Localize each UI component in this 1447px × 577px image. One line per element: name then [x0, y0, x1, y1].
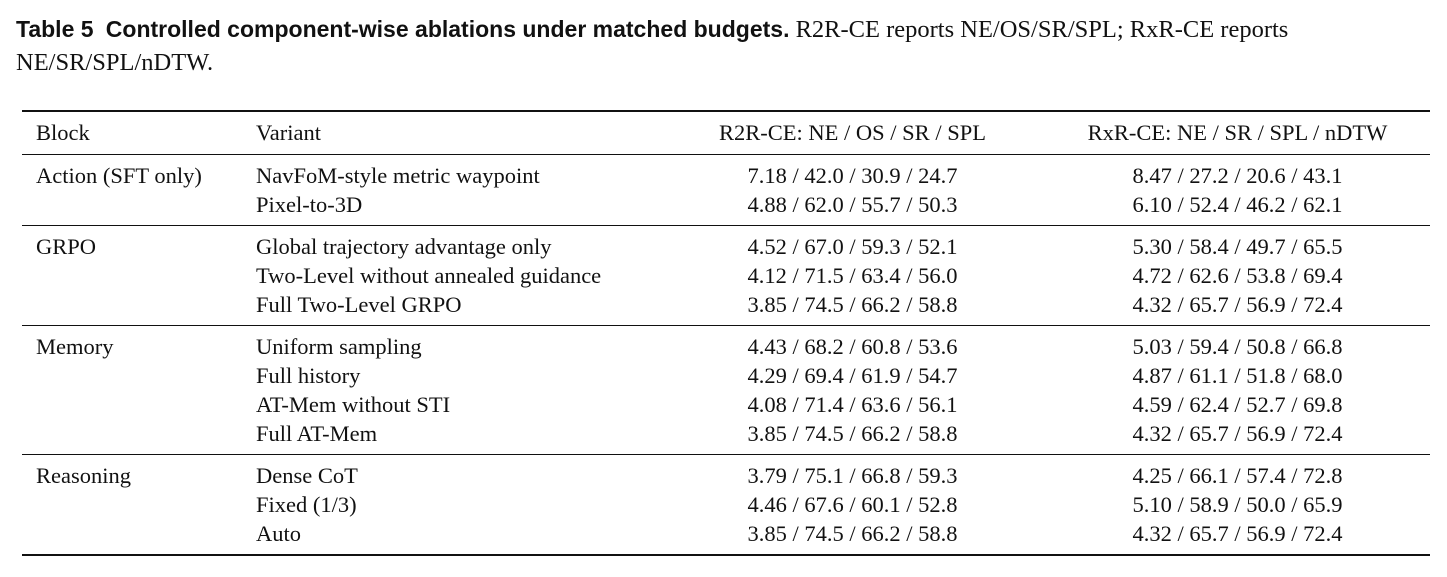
- rxr-cell: 4.59 / 62.4 / 52.7 / 69.8: [1132, 392, 1343, 417]
- table-row: GRPO Global trajectory advantage only 4.…: [22, 225, 1430, 261]
- header-block: Block: [22, 110, 242, 155]
- variant-cell: Auto: [242, 519, 660, 556]
- rxr-cell: 4.87 / 61.1 / 51.8 / 68.0: [1132, 363, 1343, 388]
- variant-cell: Pixel-to-3D: [256, 192, 363, 217]
- ablation-table: Block Variant R2R-CE: NE / OS / SR / SPL…: [22, 110, 1430, 556]
- block-cell-empty: [22, 419, 242, 455]
- table-row: Pixel-to-3D 4.88 / 62.0 / 55.7 / 50.3 6.…: [22, 190, 1430, 226]
- block-label: Action (SFT only): [36, 163, 202, 188]
- table-row: Two-Level without annealed guidance 4.12…: [22, 261, 1430, 290]
- rxr-cell: 8.47 / 27.2 / 20.6 / 43.1: [1132, 163, 1343, 188]
- block-cell-empty: [22, 390, 242, 419]
- r2r-cell: 3.85 / 74.5 / 66.2 / 58.8: [660, 519, 1045, 556]
- variant-cell: Two-Level without annealed guidance: [256, 263, 602, 288]
- caption-label: Table 5: [16, 16, 94, 42]
- table-row: Auto 3.85 / 74.5 / 66.2 / 58.8 4.32 / 65…: [22, 519, 1430, 556]
- header-rxr: RxR-CE: NE / SR / SPL / nDTW: [1045, 110, 1430, 155]
- block-cell-empty: [22, 290, 242, 326]
- rxr-cell: 4.32 / 65.7 / 56.9 / 72.4: [1045, 519, 1430, 556]
- group-grpo: GRPO Global trajectory advantage only 4.…: [22, 225, 1430, 326]
- r2r-cell: 3.85 / 74.5 / 66.2 / 58.8: [747, 292, 958, 317]
- header-row: Block Variant R2R-CE: NE / OS / SR / SPL…: [22, 110, 1430, 155]
- r2r-cell: 4.43 / 68.2 / 60.8 / 53.6: [660, 325, 1045, 361]
- table-row: Reasoning Dense CoT 3.79 / 75.1 / 66.8 /…: [22, 454, 1430, 490]
- rxr-cell: 4.32 / 65.7 / 56.9 / 72.4: [1132, 292, 1343, 317]
- r2r-cell: 3.79 / 75.1 / 66.8 / 59.3: [660, 454, 1045, 490]
- r2r-cell: 7.18 / 42.0 / 30.9 / 24.7: [747, 163, 958, 188]
- table-row: Action (SFT only) NavFoM-style metric wa…: [22, 155, 1430, 191]
- variant-cell: Full Two-Level GRPO: [256, 292, 462, 317]
- table-row: Fixed (1/3) 4.46 / 67.6 / 60.1 / 52.8 5.…: [22, 490, 1430, 519]
- variant-cell: Full history: [256, 363, 361, 388]
- r2r-cell: 4.88 / 62.0 / 55.7 / 50.3: [747, 192, 958, 217]
- group-reasoning: Reasoning Dense CoT 3.79 / 75.1 / 66.8 /…: [22, 454, 1430, 556]
- caption-title: Controlled component-wise ablations unde…: [105, 16, 790, 42]
- variant-cell: Global trajectory advantage only: [242, 225, 660, 261]
- header-variant: Variant: [242, 110, 660, 155]
- rxr-cell: 5.10 / 58.9 / 50.0 / 65.9: [1132, 492, 1343, 517]
- variant-cell: Full AT-Mem: [256, 421, 378, 446]
- block-cell-empty: [22, 190, 242, 226]
- group-action: Action (SFT only) NavFoM-style metric wa…: [22, 155, 1430, 226]
- table-row: AT-Mem without STI 4.08 / 71.4 / 63.6 / …: [22, 390, 1430, 419]
- header-r2r: R2R-CE: NE / OS / SR / SPL: [660, 110, 1045, 155]
- r2r-cell: 3.85 / 74.5 / 66.2 / 58.8: [747, 421, 958, 446]
- block-cell-empty: [22, 261, 242, 290]
- r2r-cell: 4.29 / 69.4 / 61.9 / 54.7: [747, 363, 958, 388]
- variant-cell: NavFoM-style metric waypoint: [256, 163, 540, 188]
- block-label: Memory: [22, 325, 242, 361]
- rxr-cell: 5.30 / 58.4 / 49.7 / 65.5: [1045, 225, 1430, 261]
- block-label: GRPO: [22, 225, 242, 261]
- rxr-cell: 4.32 / 65.7 / 56.9 / 72.4: [1132, 421, 1343, 446]
- block-label: Reasoning: [22, 454, 242, 490]
- block-cell-empty: [22, 519, 242, 556]
- r2r-cell: 4.52 / 67.0 / 59.3 / 52.1: [660, 225, 1045, 261]
- rxr-cell: 5.03 / 59.4 / 50.8 / 66.8: [1045, 325, 1430, 361]
- block-cell-empty: [22, 361, 242, 390]
- rxr-cell: 6.10 / 52.4 / 46.2 / 62.1: [1132, 192, 1343, 217]
- table-row: Full AT-Mem 3.85 / 74.5 / 66.2 / 58.8 4.…: [22, 419, 1430, 455]
- rxr-cell: 4.72 / 62.6 / 53.8 / 69.4: [1132, 263, 1343, 288]
- r2r-cell: 4.12 / 71.5 / 63.4 / 56.0: [747, 263, 958, 288]
- table-row: Memory Uniform sampling 4.43 / 68.2 / 60…: [22, 325, 1430, 361]
- table-row: Full Two-Level GRPO 3.85 / 74.5 / 66.2 /…: [22, 290, 1430, 326]
- table-caption: Table 5 Controlled component-wise ablati…: [16, 13, 1434, 79]
- r2r-cell: 4.46 / 67.6 / 60.1 / 52.8: [747, 492, 958, 517]
- group-memory: Memory Uniform sampling 4.43 / 68.2 / 60…: [22, 325, 1430, 455]
- variant-cell: Dense CoT: [242, 454, 660, 490]
- block-cell-empty: [22, 490, 242, 519]
- variant-cell: Fixed (1/3): [256, 492, 357, 517]
- r2r-cell: 4.08 / 71.4 / 63.6 / 56.1: [747, 392, 958, 417]
- rxr-cell: 4.25 / 66.1 / 57.4 / 72.8: [1045, 454, 1430, 490]
- variant-cell: AT-Mem without STI: [256, 392, 451, 417]
- caption-text: R2R-CE reports NE/OS/SR/SPL; RxR-CE repo…: [16, 16, 1289, 76]
- variant-cell: Uniform sampling: [242, 325, 660, 361]
- table-row: Full history 4.29 / 69.4 / 61.9 / 54.7 4…: [22, 361, 1430, 390]
